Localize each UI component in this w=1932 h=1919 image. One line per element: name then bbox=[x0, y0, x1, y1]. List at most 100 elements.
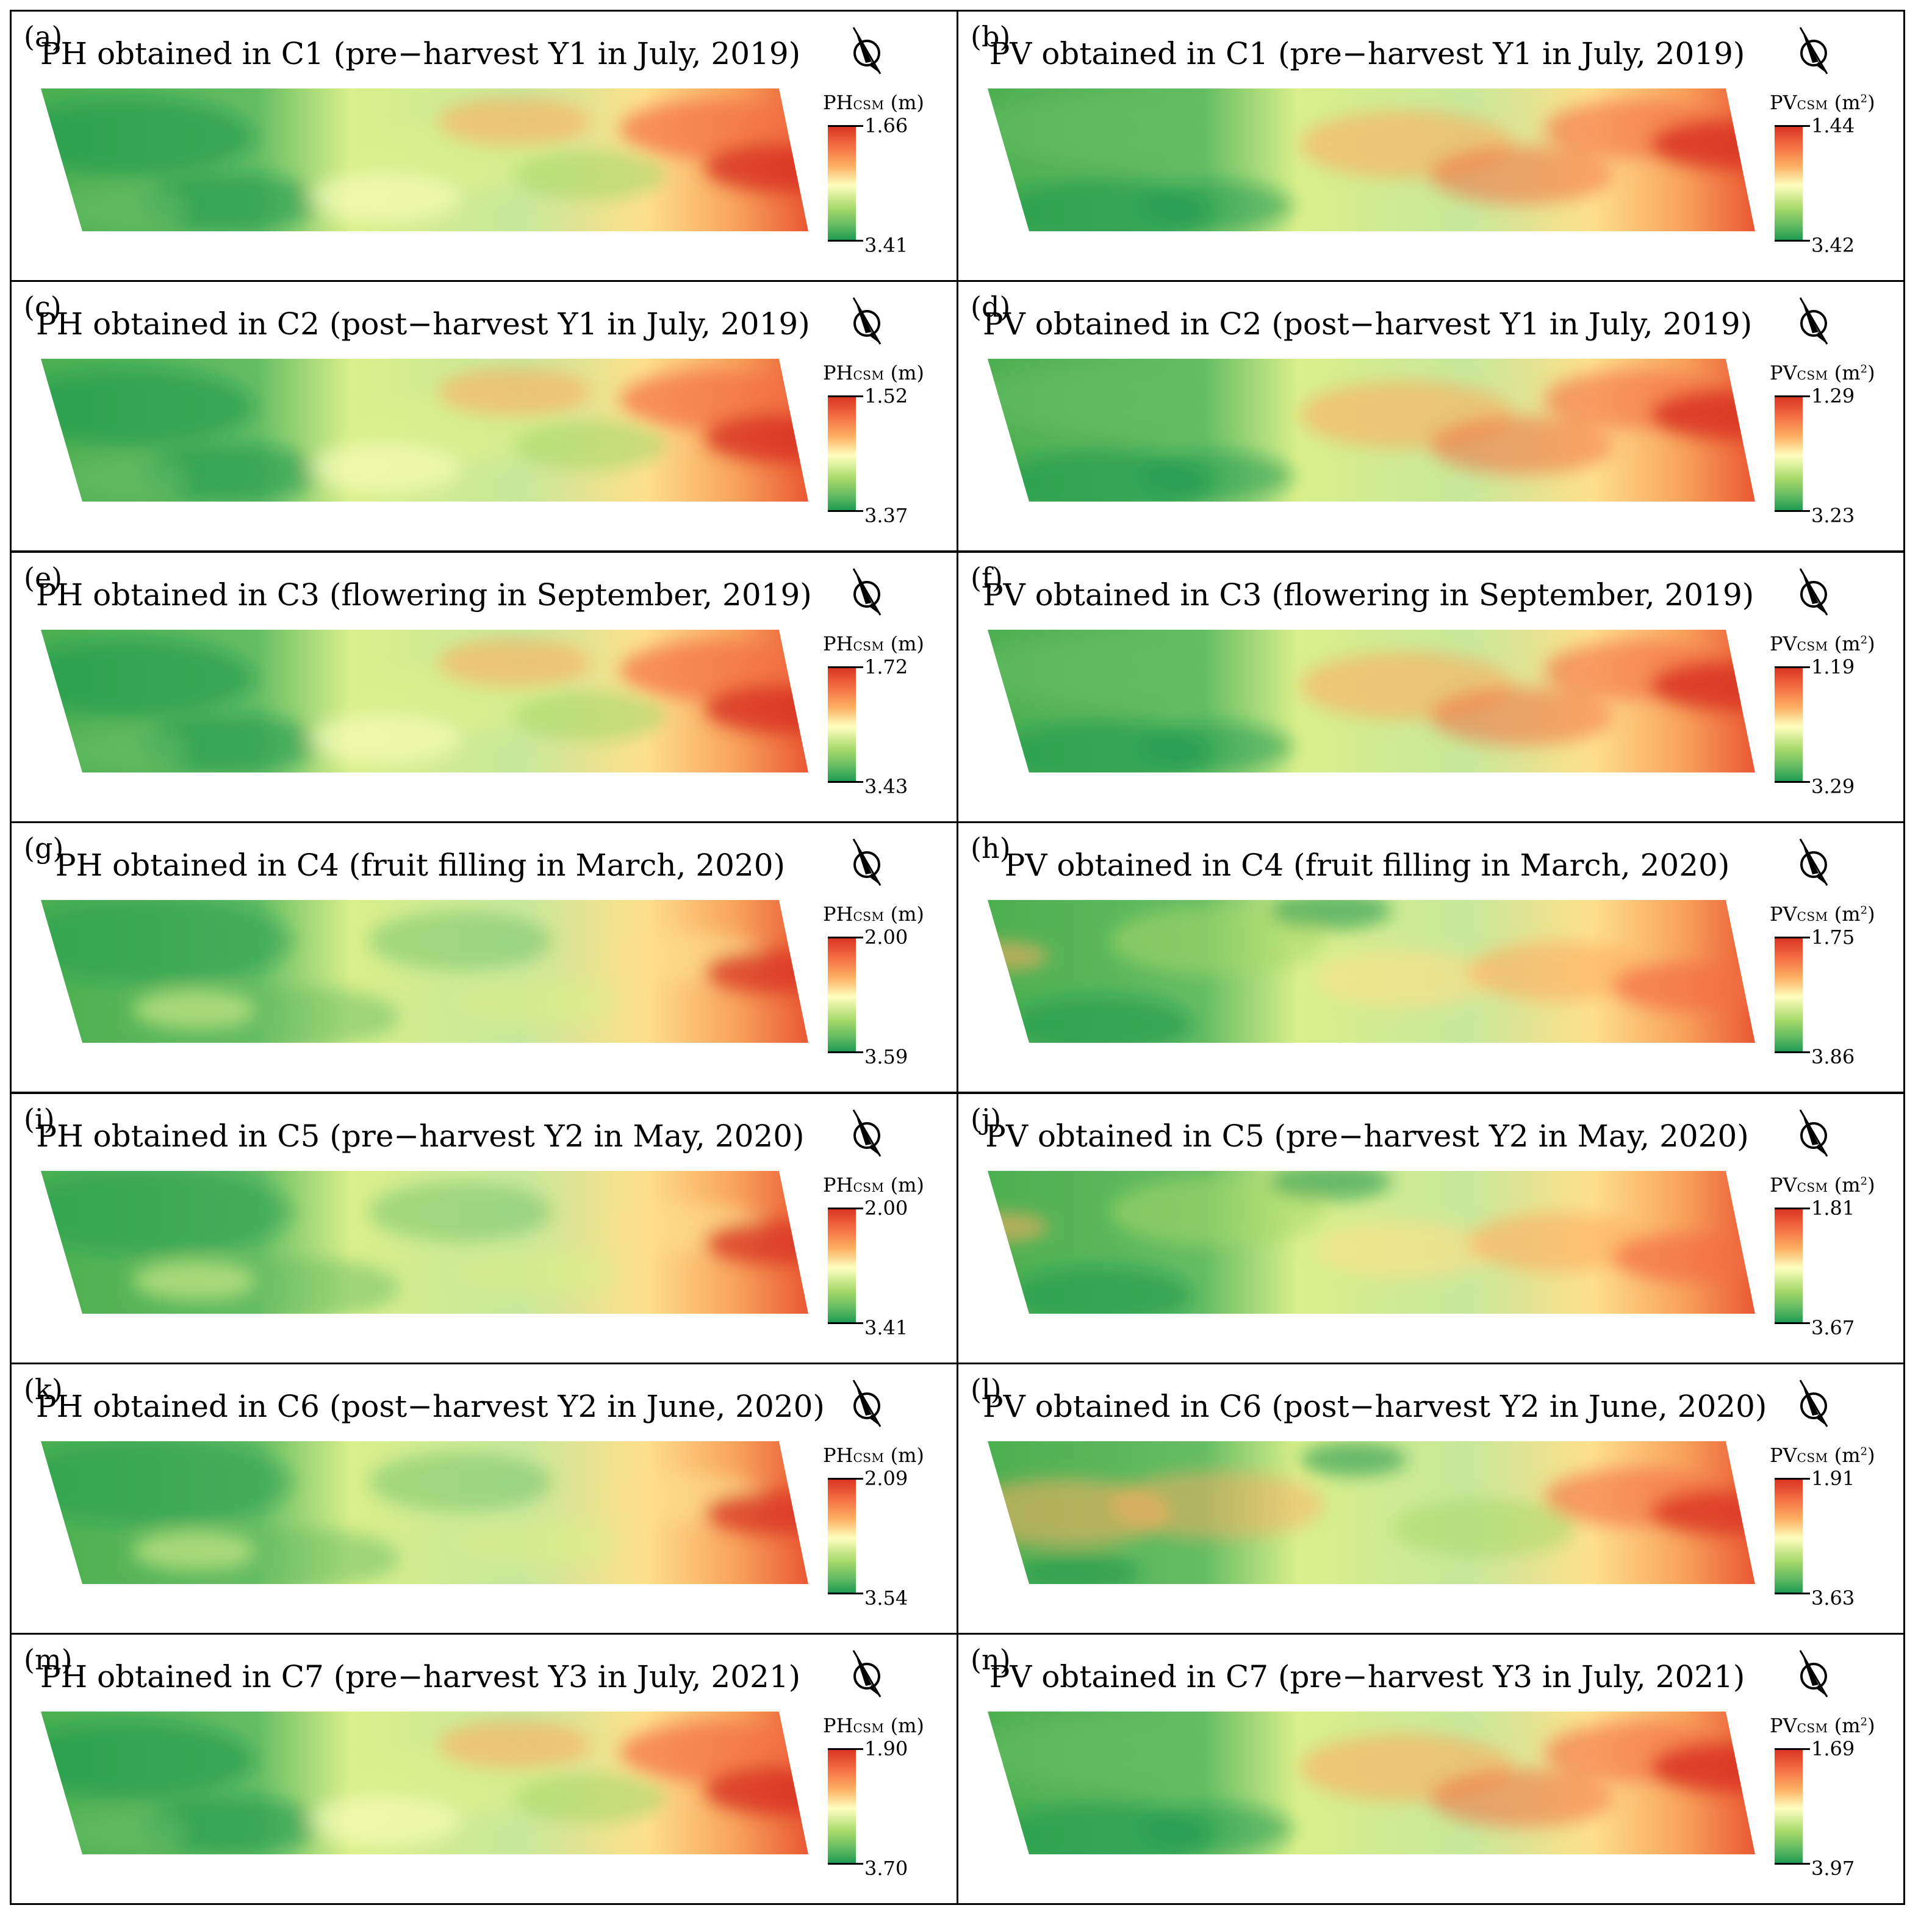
legend-unit-label: PHCSM (m) bbox=[823, 902, 924, 926]
panel-title: PV obtained in C1 (pre−harvest Y1 in Jul… bbox=[989, 36, 1745, 71]
panel-letter: (d) bbox=[971, 290, 1011, 323]
panel-title: PV obtained in C7 (pre−harvest Y3 in Jul… bbox=[989, 1659, 1745, 1694]
legend-unit-label: PVCSM (m2) bbox=[1770, 91, 1875, 114]
legend-min-value: 3.42 bbox=[1811, 234, 1855, 257]
legend-min-value: 3.37 bbox=[864, 504, 908, 527]
legend-max-value: 2.09 bbox=[864, 1467, 908, 1490]
canopy-map bbox=[41, 1712, 808, 1854]
legend-tick-bottom bbox=[1775, 1863, 1810, 1865]
panel-title: PH obtained in C1 (pre−harvest Y1 in Jul… bbox=[40, 36, 801, 71]
legend-max-value: 1.52 bbox=[864, 384, 908, 408]
legend-colorbar bbox=[828, 666, 856, 782]
legend-min-value: 3.70 bbox=[864, 1857, 908, 1880]
canopy-map bbox=[988, 359, 1755, 502]
legend-colorbar bbox=[1775, 1208, 1803, 1323]
legend-min-value: 3.97 bbox=[1811, 1857, 1855, 1880]
north-arrow-icon bbox=[852, 1650, 882, 1698]
legend-tick-bottom bbox=[828, 781, 863, 783]
map-panel: (f) PV obtained in C3 (flowering in Septe… bbox=[957, 551, 1905, 823]
panel-letter: (a) bbox=[24, 20, 63, 53]
legend-unit-label: PVCSM (m2) bbox=[1770, 1714, 1875, 1737]
legend-tick-bottom bbox=[828, 240, 863, 242]
panel-letter: (k) bbox=[24, 1373, 63, 1406]
north-arrow-icon bbox=[852, 1380, 882, 1427]
legend-tick-bottom bbox=[1775, 1322, 1810, 1324]
legend-tick-top bbox=[1775, 1208, 1810, 1209]
map-panel: (m) PH obtained in C7 (pre−harvest Y3 in … bbox=[10, 1633, 958, 1905]
legend-unit-label: PHCSM (m) bbox=[823, 1444, 924, 1467]
legend-max-value: 1.66 bbox=[864, 114, 908, 137]
legend-min-value: 3.23 bbox=[1811, 504, 1855, 527]
canopy-map bbox=[41, 630, 808, 772]
legend-tick-bottom bbox=[1775, 781, 1810, 783]
legend-max-value: 2.00 bbox=[864, 926, 908, 949]
panel-title: PV obtained in C4 (fruit filling in Marc… bbox=[1004, 848, 1730, 883]
legend-max-value: 1.91 bbox=[1811, 1467, 1855, 1490]
map-panel: (k) PH obtained in C6 (post−harvest Y2 in… bbox=[10, 1363, 958, 1635]
panel-title: PH obtained in C5 (pre−harvest Y2 in May… bbox=[36, 1118, 805, 1154]
north-arrow-icon bbox=[1799, 1109, 1828, 1157]
legend-max-value: 1.75 bbox=[1811, 926, 1855, 949]
canopy-map bbox=[988, 88, 1755, 231]
canopy-map bbox=[41, 88, 808, 231]
panel-letter: (e) bbox=[24, 561, 63, 594]
map-panel: (i) PH obtained in C5 (pre−harvest Y2 in … bbox=[10, 1092, 958, 1364]
panel-title: PV obtained in C5 (pre−harvest Y2 in May… bbox=[985, 1118, 1749, 1154]
legend-tick-bottom bbox=[828, 510, 863, 512]
panel-letter: (h) bbox=[971, 832, 1011, 865]
map-panel: (b) PV obtained in C1 (pre−harvest Y1 in … bbox=[957, 10, 1905, 282]
legend-colorbar bbox=[828, 1208, 856, 1323]
legend-unit-label: PHCSM (m) bbox=[823, 91, 924, 114]
canopy-map bbox=[41, 1441, 808, 1584]
legend-colorbar bbox=[1775, 666, 1803, 782]
legend-tick-top bbox=[828, 1478, 863, 1480]
legend-max-value: 1.90 bbox=[864, 1737, 908, 1760]
map-panel: (j) PV obtained in C5 (pre−harvest Y2 in … bbox=[957, 1092, 1905, 1364]
legend-min-value: 3.59 bbox=[864, 1045, 908, 1068]
legend-min-value: 3.63 bbox=[1811, 1586, 1855, 1610]
legend-min-value: 3.43 bbox=[864, 775, 908, 798]
legend-tick-top bbox=[1775, 395, 1810, 397]
panel-letter: (c) bbox=[24, 290, 62, 323]
legend-unit-label: PHCSM (m) bbox=[823, 632, 924, 655]
canopy-map bbox=[988, 1441, 1755, 1584]
north-arrow-icon bbox=[1799, 1380, 1828, 1427]
canopy-map bbox=[988, 900, 1755, 1043]
canopy-map bbox=[988, 1712, 1755, 1854]
legend-max-value: 2.00 bbox=[864, 1197, 908, 1220]
legend-min-value: 3.67 bbox=[1811, 1316, 1855, 1339]
legend-min-value: 3.41 bbox=[864, 234, 908, 257]
legend-colorbar bbox=[828, 395, 856, 511]
panel-title: PH obtained in C2 (post−harvest Y1 in Ju… bbox=[36, 306, 810, 342]
canopy-map bbox=[41, 359, 808, 502]
legend-min-value: 3.86 bbox=[1811, 1045, 1855, 1068]
panel-title: PV obtained in C6 (post−harvest Y2 in Ju… bbox=[983, 1389, 1767, 1424]
map-panel: (h) PV obtained in C4 (fruit filling in M… bbox=[957, 821, 1905, 1093]
map-panel: (n) PV obtained in C7 (pre−harvest Y3 in … bbox=[957, 1633, 1905, 1905]
legend-tick-bottom bbox=[1775, 1593, 1810, 1594]
legend-tick-top bbox=[1775, 125, 1810, 127]
legend-min-value: 3.29 bbox=[1811, 775, 1855, 798]
legend-colorbar bbox=[1775, 395, 1803, 511]
figure-grid: (a) PH obtained in C1 (pre−harvest Y1 in … bbox=[10, 10, 1920, 1905]
panel-title: PV obtained in C3 (flowering in Septembe… bbox=[983, 577, 1754, 613]
north-arrow-icon bbox=[1799, 297, 1828, 345]
map-panel: (c) PH obtained in C2 (post−harvest Y1 in… bbox=[10, 280, 958, 552]
legend-max-value: 1.19 bbox=[1811, 655, 1855, 679]
panel-title: PH obtained in C6 (post−harvest Y2 in Ju… bbox=[36, 1389, 825, 1424]
legend-tick-top bbox=[828, 395, 863, 397]
legend-colorbar bbox=[828, 1748, 856, 1864]
legend-max-value: 1.44 bbox=[1811, 114, 1855, 137]
panel-letter: (j) bbox=[971, 1103, 1002, 1136]
legend-min-value: 3.54 bbox=[864, 1586, 908, 1610]
legend-tick-top bbox=[828, 125, 863, 127]
legend-colorbar bbox=[1775, 937, 1803, 1053]
map-panel: (d) PV obtained in C2 (post−harvest Y1 in… bbox=[957, 280, 1905, 552]
north-arrow-icon bbox=[1799, 568, 1828, 616]
panel-letter: (m) bbox=[24, 1643, 73, 1676]
north-arrow-icon bbox=[1799, 1650, 1828, 1698]
legend-tick-top bbox=[828, 1748, 863, 1750]
panel-title: PV obtained in C2 (post−harvest Y1 in Ju… bbox=[983, 306, 1753, 342]
canopy-map bbox=[41, 900, 808, 1043]
legend-tick-top bbox=[1775, 1478, 1810, 1480]
